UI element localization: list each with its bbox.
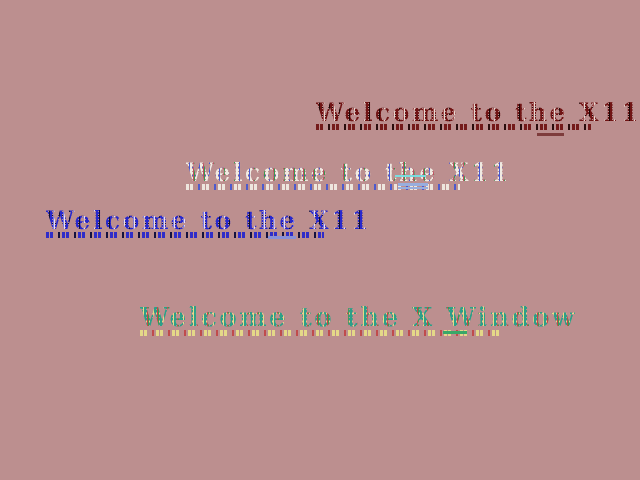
banner-underline-echo — [398, 187, 428, 189]
banner-underline — [268, 236, 296, 239]
rainbow-banner-text: Welcome to the X11 — [186, 158, 511, 187]
maroon-banner: Welcome to the X11 — [316, 98, 640, 136]
banner-underline — [537, 133, 564, 136]
teal-banner-text: Welcome to the X Window — [140, 303, 577, 333]
blue-banner: Welcome to the X11 — [46, 206, 371, 239]
glitch-echo-strip — [316, 124, 592, 130]
banner-underline — [398, 183, 428, 186]
maroon-banner-text: Welcome to the X11 — [316, 98, 640, 127]
teal-banner: Welcome to the X Window — [140, 303, 577, 336]
rainbow-banner: Welcome to the X11 — [186, 158, 511, 190]
glitch-echo-strip — [46, 232, 324, 238]
cyan-glitch-streak — [395, 175, 426, 177]
glitch-echo-strip — [140, 330, 504, 336]
blue-banner-text: Welcome to the X11 — [46, 206, 371, 235]
banner-underline — [443, 331, 467, 334]
glitch-echo-strip — [186, 184, 460, 190]
